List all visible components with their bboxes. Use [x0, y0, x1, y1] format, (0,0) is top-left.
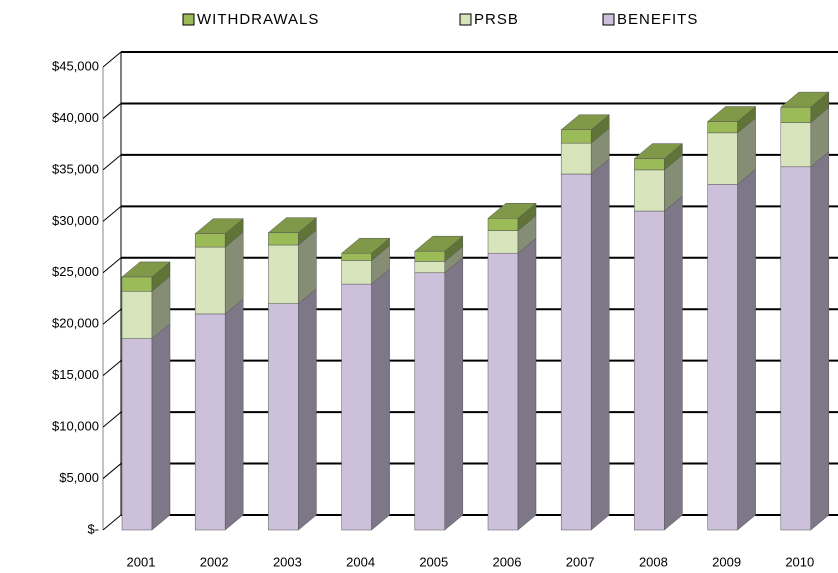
- bar-front: [634, 169, 665, 212]
- bar-side: [298, 288, 317, 531]
- bar-top: [560, 114, 610, 131]
- side-grid-line: [102, 308, 122, 325]
- legend-swatch: [182, 13, 195, 26]
- x-tick-label: 2007: [566, 554, 595, 569]
- side-grid-line: [102, 257, 122, 274]
- side-grid-line: [102, 51, 122, 68]
- bars: [121, 91, 830, 531]
- side-grid-line: [102, 103, 122, 119]
- y-tick-label: $35,000: [52, 161, 99, 176]
- bar-top: [633, 143, 684, 159]
- legend-label: BENEFITS: [617, 11, 698, 28]
- bar-side: [664, 195, 683, 531]
- x-tick-label: 2002: [200, 554, 229, 569]
- y-tick-label: $15,000: [52, 367, 99, 382]
- bar-side: [371, 268, 390, 531]
- bar-front: [414, 250, 446, 262]
- bar-front: [780, 122, 812, 168]
- bar-front: [707, 132, 738, 185]
- bar-front: [414, 261, 446, 274]
- bar-top: [121, 261, 171, 278]
- bar-top: [780, 91, 830, 108]
- bar-front: [121, 291, 153, 339]
- bar-side: [590, 158, 610, 531]
- bar-front: [707, 184, 738, 531]
- bar-front: [121, 338, 153, 531]
- x-tick-label: 2003: [273, 554, 302, 569]
- x-tick-label: 2005: [419, 554, 448, 569]
- bar-front: [780, 166, 812, 531]
- side-grid-line: [102, 154, 122, 171]
- bar-front: [341, 252, 372, 261]
- bar-top: [194, 218, 244, 234]
- legend-swatch: [602, 13, 615, 26]
- bar-front: [121, 276, 153, 292]
- x-tick-label: 2009: [712, 554, 741, 569]
- bar-front: [194, 313, 226, 531]
- bar-front: [634, 210, 665, 531]
- bar-top: [267, 217, 318, 233]
- bar-front: [487, 230, 519, 254]
- bar-front: [560, 129, 592, 144]
- bar-front: [634, 158, 665, 171]
- bar-side: [224, 298, 244, 531]
- x-tick-label: 2001: [127, 554, 156, 569]
- legend-swatch: [459, 13, 472, 26]
- side-grid-line: [102, 205, 122, 222]
- x-tick-label: 2006: [493, 554, 522, 569]
- bar-front: [560, 142, 592, 175]
- bar-front: [341, 260, 372, 285]
- legend-label: WITHDRAWALS: [197, 11, 319, 28]
- bar-front: [341, 283, 372, 531]
- bar-front: [268, 232, 299, 246]
- bar-front: [707, 121, 738, 134]
- bar-front: [487, 252, 519, 531]
- x-tick-label: 2010: [785, 554, 814, 569]
- bar-front: [268, 244, 299, 304]
- bar-side: [737, 168, 756, 531]
- bar-front: [780, 106, 812, 123]
- bar-front: [194, 246, 226, 315]
- y-tick-label: $30,000: [52, 213, 99, 228]
- legend-label: PRSB: [474, 11, 519, 28]
- side-grid-line: [102, 411, 122, 428]
- bar-front: [414, 272, 446, 531]
- bar-side: [151, 323, 171, 531]
- bar-front: [560, 173, 592, 531]
- y-tick-label: $25,000: [52, 264, 99, 279]
- bar-top: [487, 202, 537, 219]
- bar-front: [268, 303, 299, 531]
- bar-top: [706, 106, 757, 122]
- side-grid-line: [102, 514, 122, 531]
- y-tick-label: $5,000: [59, 470, 99, 485]
- bar-side: [810, 151, 830, 531]
- bar-top: [414, 235, 464, 252]
- bar-top: [340, 237, 391, 254]
- y-tick-label: $-: [87, 521, 99, 536]
- bar-side: [517, 237, 537, 531]
- y-tick-label: $45,000: [52, 58, 99, 73]
- side-grid-line: [102, 463, 122, 479]
- bar-front: [194, 233, 226, 248]
- bar-side: [444, 257, 464, 531]
- bar-front: [487, 217, 519, 231]
- side-grid-line: [102, 360, 122, 377]
- y-tick-label: $40,000: [52, 110, 99, 125]
- y-tick-label: $10,000: [52, 419, 99, 434]
- x-tick-label: 2004: [346, 554, 375, 569]
- x-tick-label: 2008: [639, 554, 668, 569]
- y-tick-label: $20,000: [52, 316, 99, 331]
